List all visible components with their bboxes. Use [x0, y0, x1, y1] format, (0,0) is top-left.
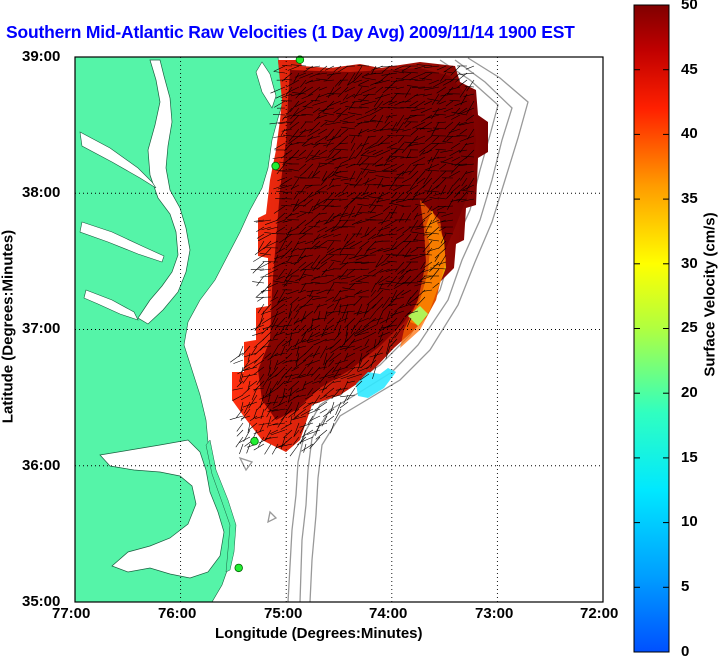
x-tick-label: 72:00 — [580, 605, 618, 622]
colorbar-tick-label: 10 — [681, 513, 698, 530]
y-tick-label: 36:00 — [22, 457, 60, 474]
colorbar-tick-label: 20 — [681, 384, 698, 401]
y-axis-title: Latitude (Degrees:Minutes) — [0, 207, 17, 447]
y-tick-label: 37:00 — [22, 320, 60, 337]
x-tick-label: 73:00 — [475, 605, 513, 622]
colorbar-tick-label: 25 — [681, 319, 698, 336]
colorbar-tick-label: 50 — [681, 0, 698, 13]
colorbar-tick-label: 30 — [681, 255, 698, 272]
colorbar-tick-label: 5 — [681, 578, 689, 595]
y-tick-label: 38:00 — [22, 184, 60, 201]
y-tick-label: 39:00 — [22, 48, 60, 65]
colorbar-tick-label: 45 — [681, 61, 698, 78]
colorbar-tick-label: 40 — [681, 125, 698, 142]
station-marker — [251, 437, 259, 445]
x-tick-label: 76:00 — [158, 605, 196, 622]
colorbar-tick-label: 35 — [681, 190, 698, 207]
station-marker — [235, 564, 243, 572]
station-marker — [272, 162, 280, 170]
colorbar-tick-label: 0 — [681, 643, 689, 660]
x-axis-title: Longitude (Degrees:Minutes) — [215, 625, 423, 642]
x-tick-label: 75:00 — [264, 605, 302, 622]
x-tick-label: 74:00 — [369, 605, 407, 622]
x-tick-label: 77:00 — [52, 605, 90, 622]
colorbar-tick-label: 15 — [681, 449, 698, 466]
colorbar-title: Surface Velocity (cm/s) — [702, 195, 719, 395]
